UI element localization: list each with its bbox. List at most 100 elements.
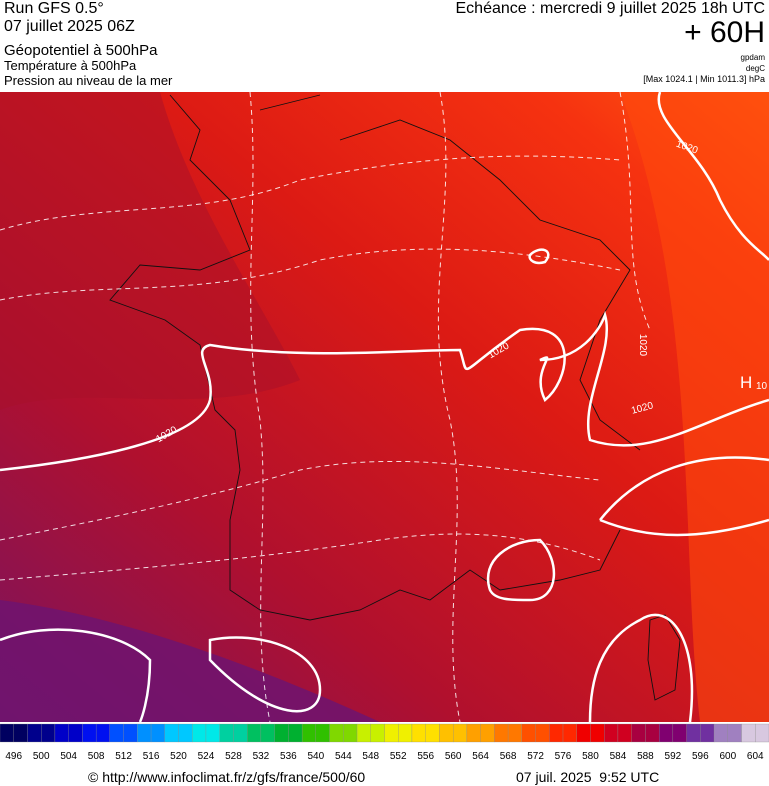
colorbar-cell bbox=[645, 723, 660, 743]
colorbar-cell bbox=[590, 723, 605, 743]
colorbar-cell bbox=[27, 723, 42, 743]
run-date: 07 juillet 2025 06Z bbox=[4, 18, 135, 35]
colorbar-cell bbox=[713, 723, 728, 743]
forecast-time: Echéance : mercredi 9 juillet 2025 18h U… bbox=[456, 0, 766, 17]
colorbar-label: 532 bbox=[253, 751, 270, 762]
colorbar-label: 556 bbox=[417, 751, 434, 762]
colorbar-cell bbox=[453, 723, 468, 743]
isobar bbox=[0, 310, 769, 472]
colorbar-cell bbox=[0, 723, 14, 743]
colorbar-cell bbox=[329, 723, 344, 743]
colorbar-cell bbox=[398, 723, 413, 743]
forecast-horizon: + 60H bbox=[684, 16, 765, 49]
colorbar-cell bbox=[150, 723, 165, 743]
isobar-label: 1020 bbox=[637, 334, 648, 357]
param-label: Géopotentiel à 500hPa bbox=[4, 42, 158, 59]
colorbar-cell bbox=[576, 723, 591, 743]
pressure-range: [Max 1024.1 | Min 1011.3] hPa bbox=[643, 74, 765, 84]
colorbar-cell bbox=[384, 723, 399, 743]
map bbox=[0, 91, 769, 723]
param-label: Pression au niveau de la mer bbox=[4, 73, 173, 88]
colorbar-label: 508 bbox=[88, 751, 105, 762]
borders bbox=[259, 94, 641, 451]
trough-region bbox=[0, 92, 300, 410]
colorbar-cell bbox=[507, 723, 522, 743]
colorbar-label: 536 bbox=[280, 751, 297, 762]
colorbar-cell bbox=[178, 723, 193, 743]
colorbar-cell bbox=[631, 723, 646, 743]
colorbar-cell bbox=[466, 723, 481, 743]
colorbar-cell bbox=[700, 723, 715, 743]
isohypse bbox=[249, 91, 271, 723]
isobar bbox=[657, 91, 769, 261]
colorbar-cell bbox=[247, 723, 262, 743]
colorbar-label: 592 bbox=[665, 751, 682, 762]
colorbar-cell bbox=[192, 723, 207, 743]
colorbar-cell bbox=[219, 723, 234, 743]
colorbar-cell bbox=[205, 723, 220, 743]
colorbar-cell bbox=[494, 723, 509, 743]
colorbar-label: 604 bbox=[747, 751, 764, 762]
isobar-label: 10 bbox=[756, 381, 768, 392]
colorbar-cell bbox=[521, 723, 536, 743]
colorbar-label: 548 bbox=[362, 751, 379, 762]
colorbar-label: 520 bbox=[170, 751, 187, 762]
colorbar-cell bbox=[343, 723, 358, 743]
colorbar-cell bbox=[439, 723, 454, 743]
colorbar-cell bbox=[123, 723, 138, 743]
colorbar-cell bbox=[425, 723, 440, 743]
colorbar-label: 524 bbox=[198, 751, 215, 762]
colorbar-cell bbox=[288, 723, 303, 743]
colorbar-label: 580 bbox=[582, 751, 599, 762]
colorbar-label: 504 bbox=[60, 751, 77, 762]
isobar bbox=[599, 456, 769, 537]
colorbar-label: 596 bbox=[692, 751, 709, 762]
colorbar-cell bbox=[741, 723, 756, 743]
footer-url: © http://www.infoclimat.fr/z/gfs/france/… bbox=[88, 769, 365, 785]
colorbar-label: 560 bbox=[445, 751, 462, 762]
isotherm bbox=[0, 533, 601, 581]
colorbar-cell bbox=[562, 723, 577, 743]
colorbar-cell bbox=[137, 723, 152, 743]
warm-region bbox=[620, 92, 769, 722]
colorbar-label: 564 bbox=[472, 751, 489, 762]
colorbar-cell bbox=[54, 723, 69, 743]
colorbar-cell bbox=[233, 723, 248, 743]
colorbar-cell bbox=[82, 723, 97, 743]
colorbar-cell bbox=[480, 723, 495, 743]
colorbar-cell bbox=[658, 723, 674, 743]
colorbar-label: 540 bbox=[307, 751, 324, 762]
isobar bbox=[528, 248, 550, 265]
colorbar-label: 588 bbox=[637, 751, 654, 762]
colorbar-cell bbox=[549, 723, 564, 743]
colorbar-label: 496 bbox=[5, 751, 22, 762]
high-pressure-label: H bbox=[740, 373, 752, 392]
isobar bbox=[588, 613, 694, 723]
isotherm bbox=[0, 248, 621, 301]
colorbar-cell bbox=[260, 723, 275, 743]
colorbar-cell bbox=[109, 723, 124, 743]
colorbar-cell bbox=[164, 723, 179, 743]
colorbar-label: 528 bbox=[225, 751, 242, 762]
isobar bbox=[486, 538, 556, 602]
run-label: Run GFS 0.5° bbox=[4, 0, 104, 17]
colorbar-label: 584 bbox=[610, 751, 627, 762]
colorbar-cell bbox=[755, 723, 769, 743]
colorbar-label: 516 bbox=[143, 751, 160, 762]
colorbar-cell bbox=[686, 723, 701, 743]
param-label: Température à 500hPa bbox=[4, 58, 137, 73]
colorbar-cell bbox=[727, 723, 742, 743]
coastline bbox=[109, 94, 621, 621]
colorbar-cell bbox=[13, 723, 28, 743]
colorbar-label: 500 bbox=[33, 751, 50, 762]
colorbar-cell bbox=[672, 723, 687, 743]
colorbar-label: 512 bbox=[115, 751, 132, 762]
isotherm bbox=[0, 460, 601, 541]
colorbar-label: 568 bbox=[500, 751, 517, 762]
colorbar-cell bbox=[535, 723, 550, 743]
isohypse bbox=[619, 91, 651, 331]
colorbar-cell bbox=[274, 723, 289, 743]
isobar bbox=[0, 628, 152, 723]
colorbar-cell bbox=[95, 723, 111, 743]
